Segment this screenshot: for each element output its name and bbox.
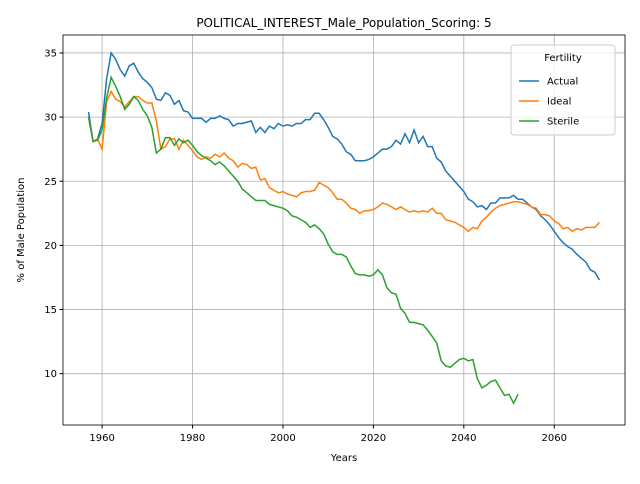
data-line <box>87 89 601 233</box>
legend-label: Actual <box>547 77 578 88</box>
x-tick-label: 2060 <box>542 433 567 444</box>
y-tick-label: 20 <box>44 241 57 252</box>
x-tick-label: 1960 <box>89 433 114 444</box>
x-tick-label: 2040 <box>451 433 476 444</box>
x-tick-label: 1980 <box>180 433 205 444</box>
y-axis-label: % of Male Population <box>16 178 27 283</box>
plot-frame <box>62 34 626 426</box>
legend-label: Ideal <box>547 97 571 108</box>
y-tick-label: 10 <box>44 369 57 380</box>
data-line <box>87 75 519 405</box>
x-tick-label: 2020 <box>361 433 386 444</box>
chart-title: POLITICAL_INTEREST_Male_Population_Scori… <box>196 16 491 30</box>
data-line <box>87 51 601 281</box>
x-axis-label: Years <box>330 453 357 464</box>
x-tick-label: 2000 <box>270 433 295 444</box>
legend-label: Sterile <box>547 117 579 128</box>
y-tick-label: 15 <box>44 305 57 316</box>
y-tick-label: 30 <box>44 113 57 124</box>
legend-box <box>510 44 616 136</box>
legend-title: Fertility <box>544 53 582 64</box>
y-tick-label: 25 <box>44 177 57 188</box>
y-tick-label: 35 <box>44 48 57 59</box>
